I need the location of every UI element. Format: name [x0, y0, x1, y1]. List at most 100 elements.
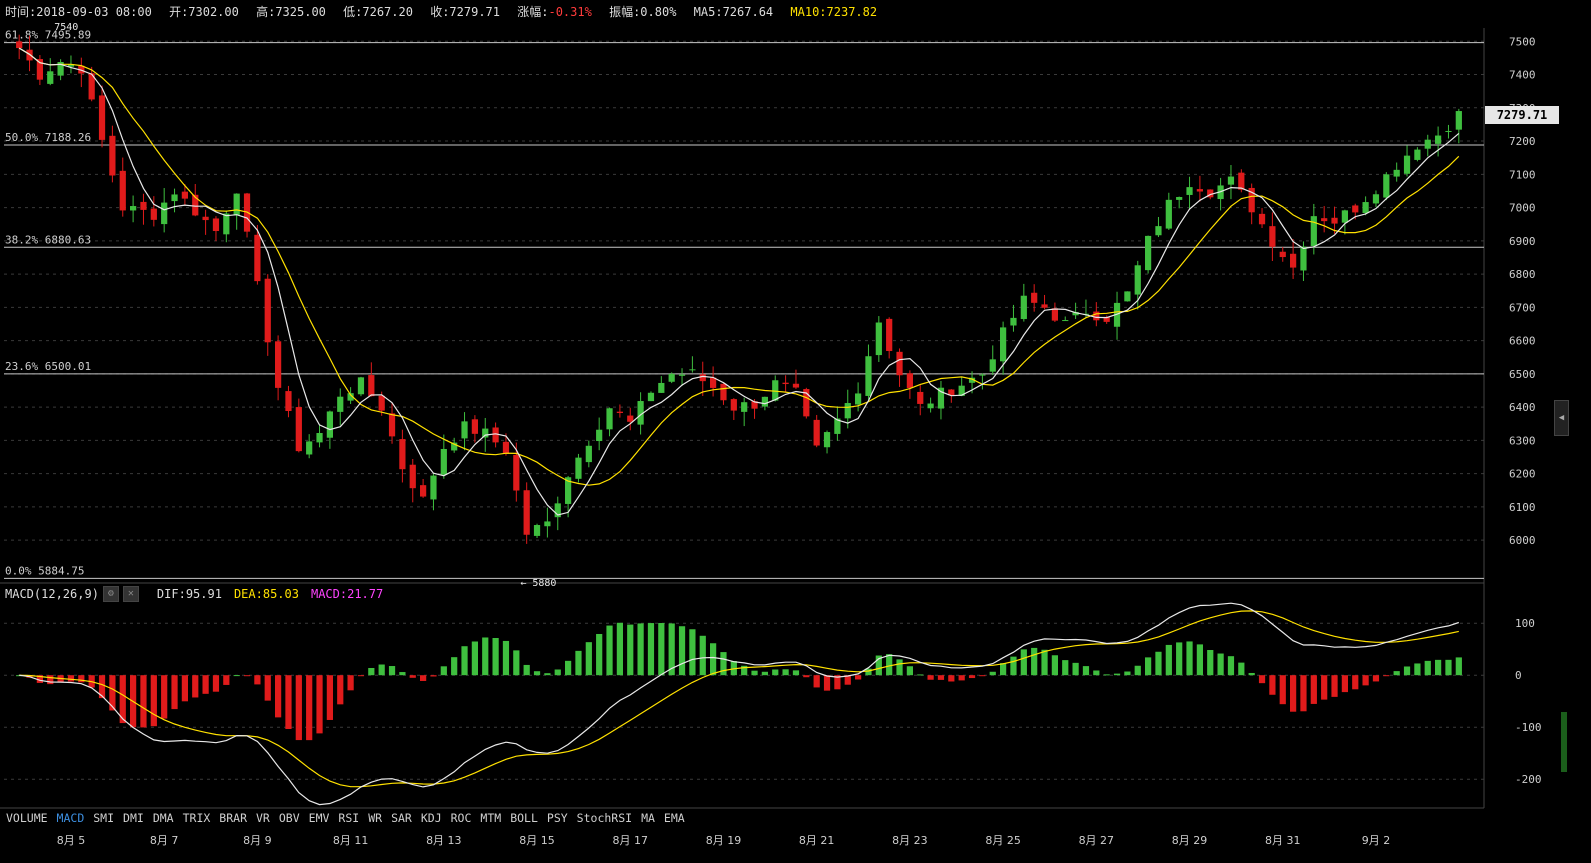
macd-histogram-bar [1186, 641, 1193, 676]
macd-histogram-bar [181, 675, 188, 702]
macd-histogram-bar [844, 675, 851, 685]
tab-mtm[interactable]: MTM [480, 811, 502, 825]
extreme-label: 7540 [54, 22, 78, 33]
candle-body [927, 403, 934, 409]
candle-body [1238, 172, 1245, 190]
candle-body [772, 380, 779, 401]
candle-body [1321, 218, 1328, 222]
macd-histogram-bar [295, 675, 302, 741]
tab-brar[interactable]: BRAR [219, 811, 247, 825]
tab-volume[interactable]: VOLUME [6, 811, 48, 825]
macd-histogram-bar [647, 623, 655, 676]
macd-histogram-bar [347, 675, 354, 691]
tab-psy[interactable]: PSY [546, 811, 568, 825]
macd-histogram-bar [678, 626, 686, 676]
candle-body [223, 213, 230, 235]
price-tick-label: 6200 [1509, 468, 1536, 481]
macd-histogram-bar [823, 675, 831, 691]
tab-sar[interactable]: SAR [391, 811, 412, 825]
macd-histogram-bar [1362, 675, 1369, 686]
panel-expand-button[interactable]: ◀ [1554, 400, 1569, 436]
tab-trix[interactable]: TRIX [182, 811, 211, 825]
candle-body [658, 382, 665, 393]
macd-tick-label: 0 [1515, 669, 1522, 682]
scrollbar-thumb[interactable] [1561, 712, 1567, 772]
tab-ma[interactable]: MA [641, 811, 655, 825]
macd-histogram-bar [896, 659, 903, 676]
macd-histogram-bar [140, 675, 147, 728]
candle-body [451, 442, 458, 451]
tab-kdj[interactable]: KDJ [420, 811, 442, 825]
close-icon[interactable]: ✕ [122, 586, 139, 602]
candle-body [275, 341, 282, 388]
tab-roc[interactable]: ROC [450, 811, 472, 825]
macd-histogram-bar [119, 675, 126, 724]
tab-emv[interactable]: EMV [308, 811, 330, 825]
candle-body [896, 351, 903, 376]
time-tick-label: 8月 15 [519, 834, 555, 847]
candle-body [813, 419, 820, 446]
tab-smi[interactable]: SMI [93, 811, 115, 825]
candle-body [627, 415, 634, 422]
candle-body [1145, 235, 1152, 271]
time-tick-label: 9月 2 [1362, 834, 1391, 847]
macd-histogram-bar [1300, 675, 1307, 712]
candle-body [906, 373, 913, 388]
tab-obv[interactable]: OBV [278, 811, 300, 825]
macd-histogram-bar [264, 675, 271, 701]
dif-line [19, 602, 1459, 806]
time-tick-label: 8月 25 [985, 834, 1021, 847]
candle-body [306, 441, 313, 455]
tab-boll[interactable]: BOLL [510, 811, 538, 825]
macd-histogram-bar [1124, 671, 1131, 676]
macd-histogram-bar [699, 635, 706, 676]
tab-dmi[interactable]: DMI [123, 811, 144, 825]
macd-histogram-bar [658, 623, 665, 676]
axis-layer: 6000 6100 6200 6300 6400 6500 6600 6700 6800 6900… [57, 35, 1542, 847]
macd-histogram-bar [212, 675, 220, 692]
macd-histogram-bar [254, 675, 261, 685]
time-tick-label: 8月 11 [333, 834, 369, 847]
macd-histogram-bar [730, 661, 737, 676]
time-tick-label: 8月 27 [1079, 834, 1115, 847]
candle-body [1103, 316, 1110, 322]
tab-ema[interactable]: EMA [663, 811, 685, 825]
candle-body [844, 403, 851, 419]
macd-histogram-bar [1393, 671, 1400, 676]
tab-wr[interactable]: WR [368, 811, 383, 825]
candle-body [399, 439, 406, 470]
macd-histogram-bar [326, 675, 333, 720]
candle-body [1113, 302, 1121, 327]
tab-vr[interactable]: VR [256, 811, 270, 825]
candle-body [119, 170, 126, 211]
candle-body [803, 389, 810, 417]
macd-histogram-bar [285, 675, 292, 730]
macd-histogram-bar [937, 675, 945, 680]
candle-body [1062, 320, 1069, 322]
price-tick-label: 6700 [1509, 301, 1536, 314]
tab-macd[interactable]: MACD [56, 811, 85, 825]
tab-stochrsi[interactable]: StochRSI [576, 811, 633, 825]
candle-body [1031, 292, 1038, 303]
candle-body [1248, 187, 1255, 213]
time-tick-label: 8月 29 [1172, 834, 1208, 847]
candle-body [1403, 155, 1411, 174]
macd-histogram-bar [502, 640, 510, 676]
tab-rsi[interactable]: RSI [338, 811, 360, 825]
info-ma5: MA5:7267.64 [693, 5, 774, 19]
macd-histogram-bar [855, 675, 862, 680]
macd-histogram-bar [606, 625, 613, 676]
candle-body [1072, 312, 1079, 316]
candle-body [378, 395, 385, 411]
macd-hist-value: MACD:21.77 [310, 587, 384, 601]
candle-body [544, 521, 551, 527]
macd-histogram-bar [1031, 647, 1038, 676]
candle-body [285, 391, 292, 411]
tab-dma[interactable]: DMA [152, 811, 174, 825]
gear-icon[interactable]: ⚙ [102, 586, 119, 602]
candle-body [792, 383, 800, 388]
candle-body [502, 441, 510, 454]
candle-body [1290, 253, 1297, 268]
candle-body [741, 402, 748, 412]
